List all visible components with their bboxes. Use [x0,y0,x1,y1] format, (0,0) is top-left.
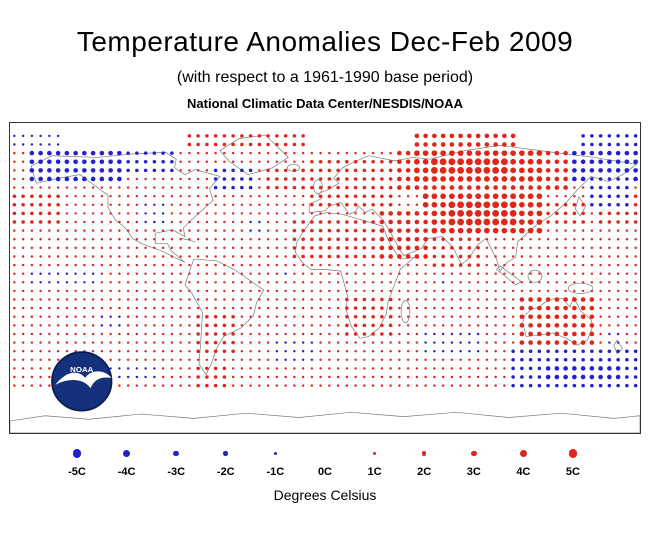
legend-dot [421,451,427,456]
legend-item: 4C [501,447,545,478]
figure-source: National Climatic Data Center/NESDIS/NOA… [187,96,463,111]
legend-item: -3C [154,447,198,478]
noaa-logo-text: NOAA [70,365,94,374]
legend-item: -1C [253,447,297,478]
legend-dot [519,449,527,458]
legend-label: 4C [516,466,531,478]
legend-item: -2C [204,447,248,478]
legend-label: 0C [317,466,332,478]
legend-label: 1C [367,466,382,478]
noaa-logo: NOAA [51,351,113,412]
figure-title: Temperature Anomalies Dec-Feb 2009 [76,26,574,57]
legend-dot [223,451,229,456]
legend-label: -2C [216,466,235,478]
legend-dot [568,449,578,458]
legend-label: -4C [117,466,136,478]
figure-subtitle: (with respect to a 1961-1990 base period… [176,69,474,86]
legend-item: 3C [452,447,496,478]
legend-item: 0C [303,447,347,478]
legend-dot [470,450,477,457]
legend-item: -4C [105,447,149,478]
legend-item: 5C [551,447,595,478]
legend-label: -5C [68,466,86,478]
legend-caption: Degrees Celsius [273,487,377,503]
map-frame: NOAA [9,122,641,434]
legend-dot [372,451,377,456]
anomaly-dots [12,133,638,388]
legend-label: 5C [565,466,580,478]
anomaly-map: NOAA [10,133,640,433]
legend-item: -5C [55,447,99,478]
legend-dot [173,450,180,457]
legend-dot [123,449,131,458]
legend-label: 3C [466,466,481,478]
legend-label: 2C [417,466,432,478]
legend-label: -1C [266,466,285,478]
seagull-icon [55,371,112,389]
legend-item: 2C [402,447,446,478]
legend: -5C -4C -3C -2C -1C 0C 1C 2C 3C 4C 5C [55,447,595,478]
legend-dot [273,451,278,456]
legend-item: 1C [353,447,397,478]
legend-dot [72,449,82,458]
legend-label: -3C [167,466,186,478]
